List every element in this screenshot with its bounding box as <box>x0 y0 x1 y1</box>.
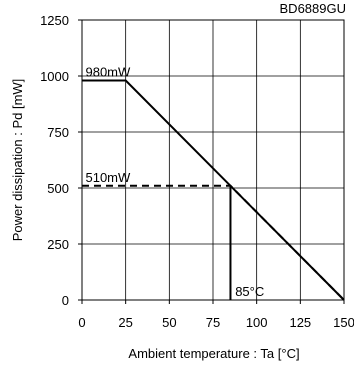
y-tick-label-0: 0 <box>62 293 69 308</box>
x-tick-label-5: 125 <box>289 315 311 330</box>
y-tick-label-5: 1250 <box>40 13 69 28</box>
frame-layer <box>78 19 345 304</box>
grid-layer <box>82 20 344 300</box>
x-tick-label-3: 75 <box>206 315 220 330</box>
x-tick-label-1: 25 <box>118 315 132 330</box>
y-tick-label-3: 750 <box>47 125 69 140</box>
y-axis-title: Power dissipation : Pd [mW] <box>10 79 25 242</box>
annotation-label-1: 510mW <box>85 170 131 185</box>
series-layer <box>82 79 345 301</box>
annotation-label-0: 980mW <box>85 64 131 79</box>
y-tick-label-1: 250 <box>47 237 69 252</box>
y-tick-label-2: 500 <box>47 181 69 196</box>
x-tick-label-0: 0 <box>78 315 85 330</box>
label-layer: 0 25 50 75 100 125 150 0 250 500 750 1000 1250 980mW 5… <box>40 13 354 330</box>
x-tick-label-4: 100 <box>246 315 268 330</box>
y-tick-label-4: 1000 <box>40 69 69 84</box>
x-tick-label-6: 150 <box>333 315 354 330</box>
x-tick-label-2: 50 <box>162 315 176 330</box>
x-axis-title: Ambient temperature : Ta [°C] <box>128 346 299 361</box>
chart-title: BD6889GU <box>280 1 346 16</box>
annotation-label-2: 85°C <box>235 284 264 299</box>
